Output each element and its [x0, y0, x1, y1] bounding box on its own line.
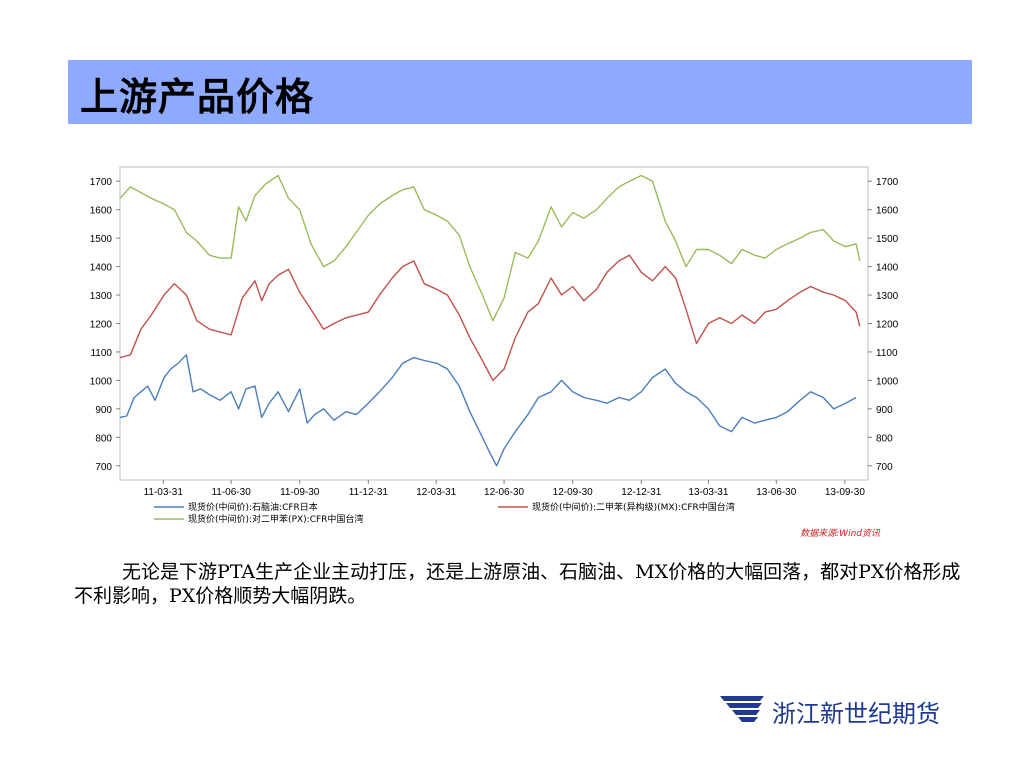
- y-tick-label-left: 1100: [90, 348, 112, 359]
- series-line-3: [119, 174, 861, 322]
- series-line-2: [119, 254, 861, 382]
- y-tick-label-right: 1700: [876, 177, 898, 188]
- company-logo-icon: [720, 696, 764, 722]
- y-tick-label-left: 1500: [90, 234, 113, 245]
- y-tick-label-left: 1400: [90, 263, 113, 274]
- y-tick-label-right: 800: [876, 433, 893, 444]
- company-name: 浙江新世纪期货: [772, 700, 940, 728]
- line-chart: 700 700 800 800 900 900 1000 1000 1100 1100 1200 12…: [90, 166, 898, 539]
- x-tick-label: 11-06-30: [211, 487, 251, 498]
- y-tick-label-left: 1000: [90, 376, 113, 387]
- x-tick-label: 12-06-30: [484, 487, 524, 498]
- y-tick-label-left: 1700: [90, 177, 113, 188]
- x-tick-label: 12-09-30: [553, 487, 593, 498]
- series-line-1: [119, 354, 857, 467]
- y-tick-label-right: 900: [876, 405, 893, 416]
- y-tick-label-left: 700: [95, 462, 112, 473]
- title-bar: 上游产品价格: [68, 60, 972, 124]
- y-tick-label-left: 800: [95, 433, 112, 444]
- y-tick-label-right: 1500: [876, 234, 898, 245]
- y-tick-label-right: 1400: [876, 263, 898, 274]
- x-tick-label: 11-03-31: [144, 487, 184, 498]
- x-tick-label: 11-09-30: [280, 487, 320, 498]
- y-tick-label-right: 1000: [876, 376, 898, 387]
- y-tick-label-right: 700: [876, 462, 893, 473]
- legend-label-1: 现货价(中间价):石脑油:CFR日本: [188, 501, 318, 513]
- x-tick-label: 13-06-30: [756, 487, 796, 498]
- x-tick-label: 11-12-31: [349, 487, 389, 498]
- y-tick-label-right: 1200: [876, 320, 898, 331]
- body-paragraph: 无论是下游PTA生产企业主动打压，还是上游原油、石脑油、MX价格的大幅回落，都对…: [74, 560, 964, 608]
- chart-container: 700 700 800 800 900 900 1000 1000 1100 1100 1200 12…: [68, 155, 898, 545]
- y-tick-label-left: 1200: [90, 320, 113, 331]
- x-tick-label: 12-03-31: [416, 487, 456, 498]
- legend-label-2: 现货价(中间价):二甲苯(异构级)(MX):CFR中国台湾: [532, 501, 735, 513]
- slide-title: 上游产品价格: [80, 74, 315, 119]
- x-tick-label: 13-03-31: [688, 487, 728, 498]
- source-note: 数据来源:Wind资讯: [800, 528, 881, 539]
- legend-label-3: 现货价(中间价):对二甲苯(PX):CFR中国台湾: [188, 513, 363, 525]
- y-tick-label-left: 1600: [90, 206, 113, 217]
- x-tick-label: 12-12-31: [621, 487, 661, 498]
- y-tick-label-right: 1600: [876, 206, 898, 217]
- plot-area: [119, 166, 869, 481]
- y-tick-label-right: 1100: [876, 348, 898, 359]
- y-tick-label-left: 900: [95, 405, 112, 416]
- x-tick-label: 13-09-30: [825, 487, 865, 498]
- paragraph-text: 无论是下游PTA生产企业主动打压，还是上游原油、石脑油、MX价格的大幅回落，都对…: [74, 561, 961, 607]
- y-tick-label-left: 1300: [90, 291, 113, 302]
- y-tick-label-right: 1300: [876, 291, 898, 302]
